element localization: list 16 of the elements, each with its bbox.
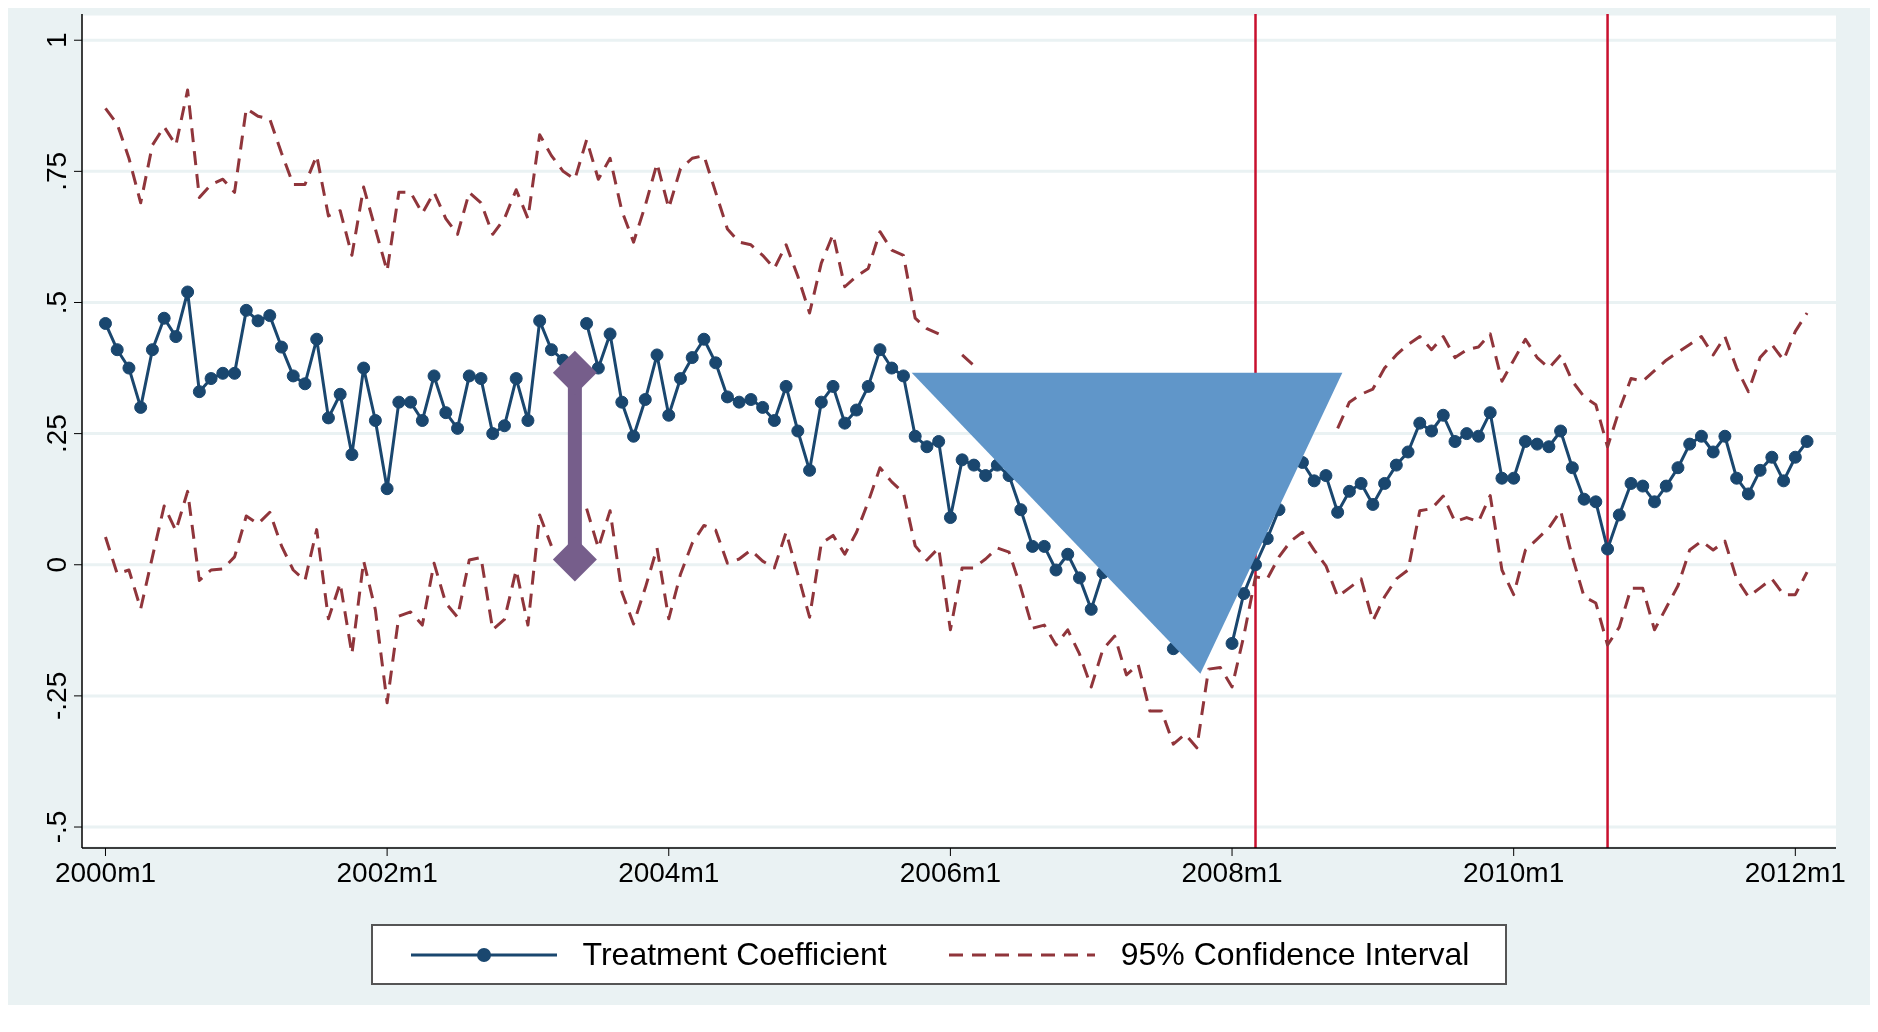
y-tick-label: -.25	[41, 671, 72, 721]
x-tick-label: 2008m1	[1181, 857, 1283, 888]
x-tick-label: 2006m1	[899, 857, 1001, 888]
x-tick-label: 2004m1	[618, 857, 720, 888]
y-tick-label: .75	[41, 151, 72, 191]
y-tick-label: .5	[41, 290, 72, 315]
x-tick-label: 2000m1	[54, 857, 157, 888]
y-tick-label: -.5	[41, 810, 72, 844]
y-tick-label: 1	[41, 32, 72, 49]
y-tick-label: .25	[41, 414, 72, 454]
x-tick-label: 2002m1	[336, 857, 438, 888]
legend-label: 95% Confidence Interval	[1120, 936, 1470, 973]
x-tick-label: 2010m1	[1463, 857, 1565, 888]
legend-label: Treatment Coefficient	[582, 936, 887, 973]
x-tick-label: 2012m1	[1744, 857, 1846, 888]
y-tick-label: 0	[41, 556, 72, 573]
